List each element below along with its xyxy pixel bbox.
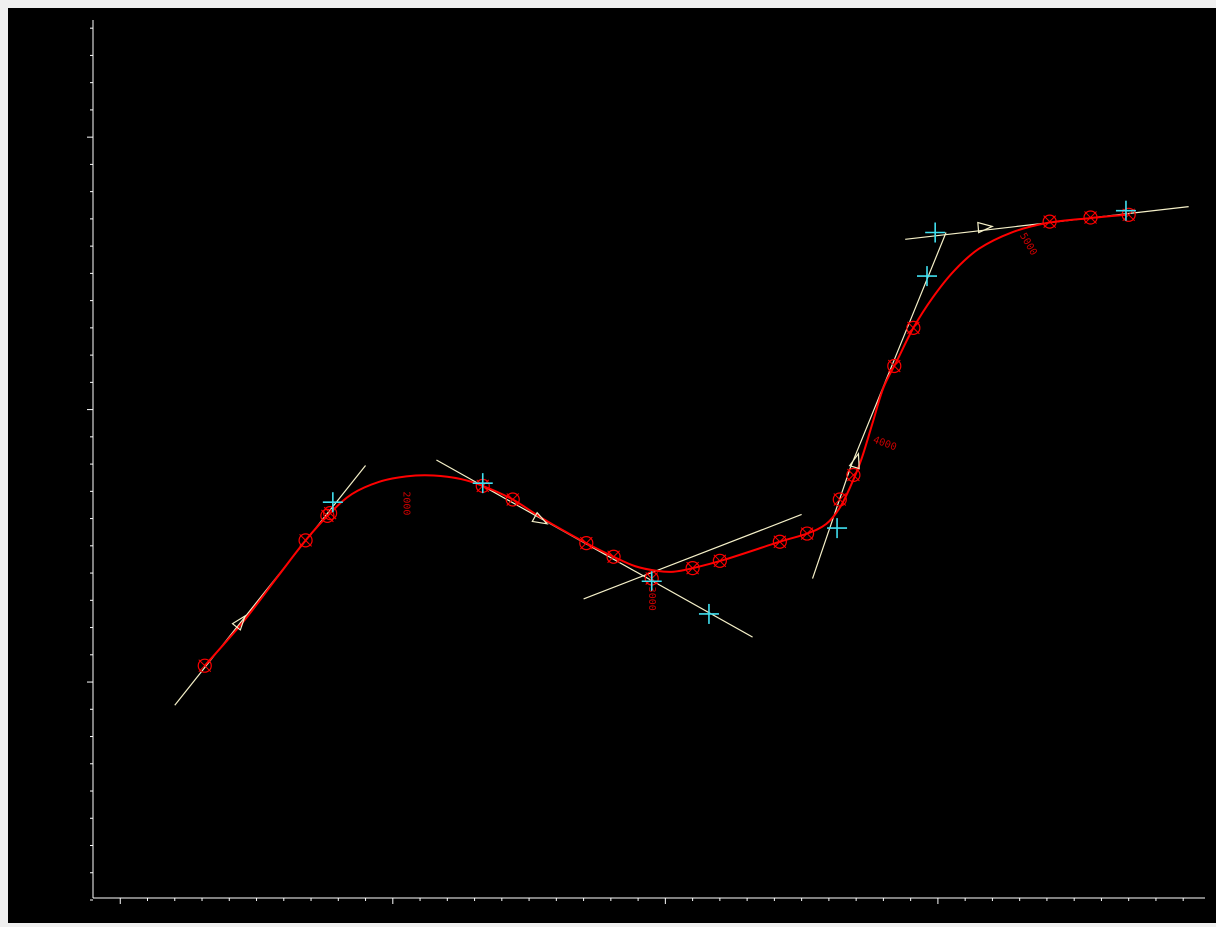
station-label: 3000 [646, 587, 657, 611]
station-marker [323, 506, 338, 521]
station-label: 2000 [401, 491, 412, 515]
station-marker [685, 561, 700, 576]
x-tick-label: 641000 [99, 913, 141, 924]
station-marker [606, 549, 621, 564]
station-marker [1042, 214, 1057, 229]
tangent-line [850, 232, 947, 468]
y-tick-label: 4000 [8, 133, 36, 144]
axes [87, 20, 1205, 904]
station-markers [197, 207, 1136, 673]
pi-cross-icon [1115, 200, 1136, 221]
x-tick-label: 643000 [644, 913, 686, 924]
y-tick-label: 2000 [8, 678, 36, 689]
pi-cross-icon [925, 222, 946, 243]
direction-arrow-icon [231, 614, 247, 631]
station-marker [712, 553, 727, 568]
station-marker [832, 492, 847, 507]
direction-arrow-icon [848, 451, 860, 470]
station-marker [887, 358, 902, 374]
pi-cross-icon [917, 266, 937, 287]
station-marker [579, 535, 594, 551]
direction-arrow-icon [531, 511, 549, 525]
pi-cross-icon [322, 492, 343, 513]
tick-labels: 641000 642000 643000 644000 2000 3000 4000 [8, 133, 959, 924]
x-tick-label: 644000 [917, 913, 959, 924]
station-marker [799, 526, 815, 541]
station-marker [505, 492, 520, 507]
plot-canvas[interactable] [8, 8, 1216, 923]
direction-arrows [231, 221, 994, 631]
station-marker [846, 467, 861, 483]
pi-cross-icon [472, 473, 493, 494]
y-tick-label: 3000 [8, 406, 36, 417]
direction-arrow-icon [977, 221, 994, 234]
pi-cross-icon [827, 518, 848, 539]
tangent-line [811, 466, 852, 579]
station-marker [1083, 210, 1098, 225]
pi-cross-icon [641, 571, 662, 592]
pi-markers [322, 200, 1136, 624]
station-marker [298, 533, 313, 548]
station-marker [197, 658, 212, 673]
pi-cross-icon [698, 603, 719, 624]
station-marker [906, 320, 921, 335]
tangent-line [583, 513, 802, 600]
x-tick-label: 642000 [372, 913, 414, 924]
station-marker [772, 534, 787, 549]
